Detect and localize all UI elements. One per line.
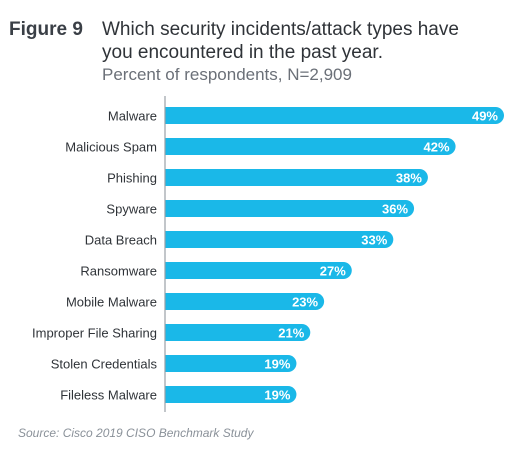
value-label-1: 49% — [472, 109, 498, 124]
category-label-2: Malicious Spam — [65, 140, 157, 155]
category-label-9: Stolen Credentials — [51, 357, 158, 372]
category-label-4: Spyware — [106, 202, 157, 217]
bar-4 — [165, 200, 415, 217]
value-label-2: 42% — [424, 140, 450, 155]
figure-label: Figure 9 — [9, 19, 83, 40]
bar-6 — [165, 262, 352, 279]
category-label-6: Ransomware — [80, 264, 157, 279]
bar-1 — [165, 107, 504, 124]
category-label-7: Mobile Malware — [66, 295, 157, 310]
value-label-5: 33% — [361, 233, 387, 248]
bar-5 — [165, 231, 394, 248]
value-label-7: 23% — [292, 295, 318, 310]
value-label-9: 19% — [264, 357, 290, 372]
bar-2 — [165, 138, 456, 155]
bar-8 — [165, 324, 311, 341]
bar-9 — [165, 355, 297, 372]
category-label-1: Malware — [108, 109, 157, 124]
figure-title-line-1: Which security incidents/attack types ha… — [102, 19, 459, 40]
value-label-6: 27% — [320, 264, 346, 279]
bar-10 — [165, 386, 297, 403]
bar-7 — [165, 293, 325, 310]
source-note: Source: Cisco 2019 CISO Benchmark Study — [18, 426, 254, 440]
category-label-10: Fileless Malware — [60, 388, 157, 403]
category-label-5: Data Breach — [85, 233, 157, 248]
category-label-8: Improper File Sharing — [32, 326, 157, 341]
value-label-8: 21% — [278, 326, 304, 341]
category-label-3: Phishing — [107, 171, 157, 186]
value-label-10: 19% — [264, 388, 290, 403]
value-label-4: 36% — [382, 202, 408, 217]
figure-title-line-2: you encountered in the past year. — [102, 42, 383, 63]
value-label-3: 38% — [396, 171, 422, 186]
figure-subtitle: Percent of respondents, N=2,909 — [102, 65, 352, 84]
bar-3 — [165, 169, 428, 186]
